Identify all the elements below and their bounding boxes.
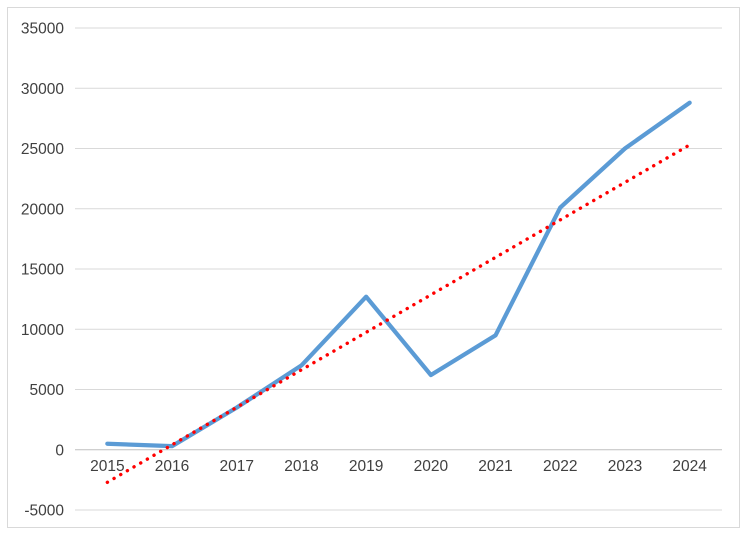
x-axis-label: 2016 (155, 458, 189, 475)
y-axis-tick-label: 10000 (21, 322, 64, 339)
y-axis-tick-label: -5000 (24, 503, 64, 520)
x-axis-label: 2020 (414, 458, 449, 475)
series-line-values (105, 100, 692, 449)
y-axis-tick-label: 20000 (21, 201, 64, 218)
y-axis-tick-label: 30000 (21, 81, 64, 98)
x-axis-label: 2015 (90, 458, 124, 475)
x-axis-label: 2024 (672, 458, 707, 475)
chart-border (7, 7, 740, 528)
x-axis-label: 2018 (284, 458, 318, 475)
y-axis-tick-label: 0 (55, 442, 64, 459)
x-axis-label: 2021 (478, 458, 512, 475)
y-axis-tick-label: 5000 (30, 382, 65, 399)
y-axis-tick-label: 15000 (21, 262, 64, 279)
y-axis-tick-label: 25000 (21, 141, 64, 158)
x-axis-label: 2023 (608, 458, 642, 475)
series-line-linear-trendline (105, 143, 692, 484)
x-axis-label: 2022 (543, 458, 577, 475)
x-axis-label: 2017 (220, 458, 254, 475)
x-axis-label: 2019 (349, 458, 383, 475)
y-axis-tick-label: 35000 (21, 21, 64, 38)
